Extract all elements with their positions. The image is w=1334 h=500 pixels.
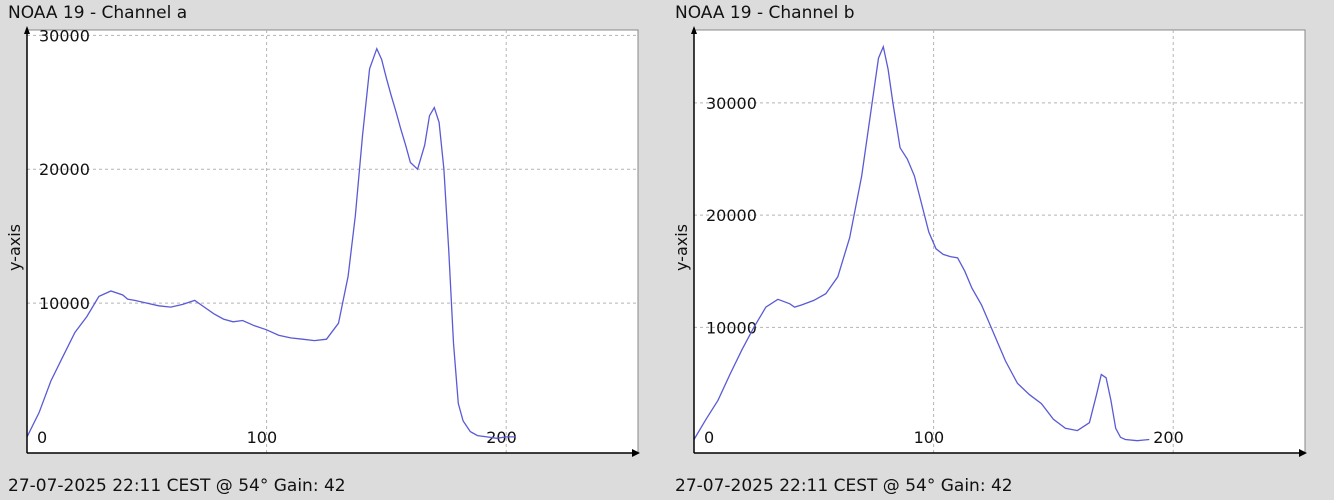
y-tick-label: 20000: [706, 206, 757, 225]
plot-area: [693, 29, 1306, 454]
plot-area: [26, 29, 639, 454]
x-tick-label: 0: [37, 428, 47, 447]
y-axis-arrow: [24, 26, 30, 34]
chart-title: NOAA 19 - Channel b: [675, 3, 855, 23]
series-line: [693, 44, 1150, 442]
x-axis-arrow: [1299, 449, 1307, 457]
y-axis-arrow: [691, 26, 697, 34]
y-tick-label: 10000: [706, 318, 757, 337]
chart-footer: 27-07-2025 22:11 CEST @ 54° Gain: 42: [675, 476, 1013, 496]
x-axis-arrow: [632, 449, 640, 457]
y-axis-label: y-axis: [5, 224, 24, 271]
chart-panel-channel-a: 10000 20000 30000 0 100 200 y-axis NOAA 19 - C…: [5, 3, 640, 496]
y-axis-label: y-axis: [672, 224, 691, 271]
x-tick-label: 100: [247, 428, 278, 447]
x-tick-label: 200: [1153, 428, 1184, 447]
y-tick-label: 10000: [39, 294, 90, 313]
x-tick-label: 100: [914, 428, 945, 447]
y-tick-label: 20000: [39, 160, 90, 179]
chart-panel-channel-b: 10000 20000 30000 0 100 200 y-axis NOAA 19 - C…: [667, 0, 1334, 500]
y-tick-label: 30000: [39, 26, 90, 45]
chart-title: NOAA 19 - Channel a: [8, 3, 188, 23]
chart-footer: 27-07-2025 22:11 CEST @ 54° Gain: 42: [8, 476, 346, 496]
y-tick-label: 30000: [706, 94, 757, 113]
line-chart-channel-b: 10000 20000 30000 0 100 200 y-axis: [672, 26, 1307, 457]
series-line: [26, 46, 516, 439]
x-tick-label: 0: [704, 428, 714, 447]
